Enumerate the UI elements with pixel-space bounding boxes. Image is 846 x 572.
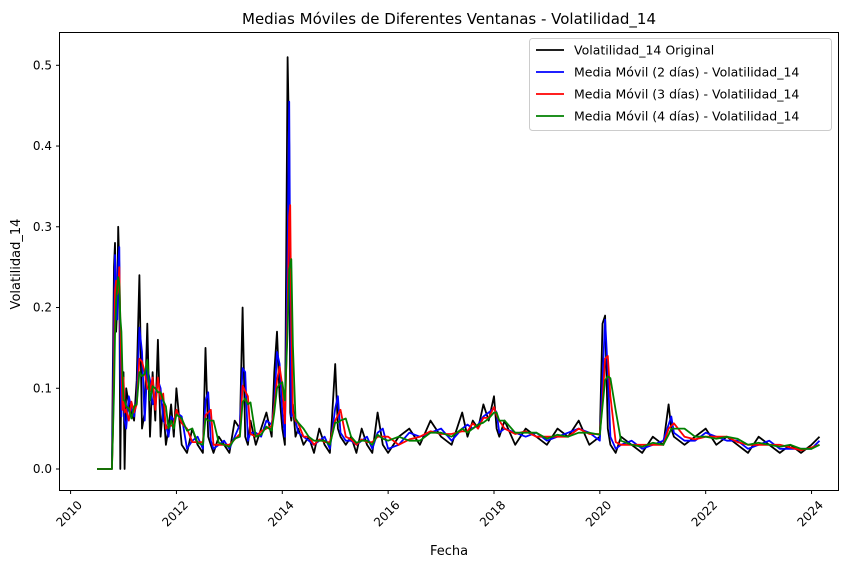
series-line-1	[97, 56, 821, 470]
legend-label: Media Móvil (3 días) - Volatilidad_14	[574, 87, 799, 102]
y-tick-label: 0.2	[33, 301, 52, 315]
y-axis-label: Volatilidad_14	[9, 219, 24, 310]
chart-title: Medias Móviles de Diferentes Ventanas - …	[242, 10, 656, 29]
plot-frame	[59, 32, 839, 491]
series-lines	[97, 56, 821, 470]
y-tick-label: 0.5	[33, 58, 52, 72]
legend-box	[529, 38, 832, 131]
legend: Volatilidad_14 Original Media Móvil (2 dí…	[529, 38, 832, 131]
y-tick-label: 0.1	[33, 381, 52, 395]
series-line-4	[97, 258, 820, 470]
series-line-2	[97, 100, 821, 470]
y-axis: 0.0 0.1 0.2 0.3 0.4 0.5	[33, 58, 60, 476]
x-axis-label: Fecha	[430, 544, 468, 559]
y-tick-label: 0.3	[33, 220, 52, 234]
legend-label: Volatilidad_14 Original	[574, 43, 714, 58]
legend-label: Media Móvil (2 días) - Volatilidad_14	[574, 65, 799, 80]
y-tick-label: 0.0	[33, 462, 52, 476]
y-tick-label: 0.4	[33, 139, 52, 153]
legend-label: Media Móvil (4 días) - Volatilidad_14	[574, 109, 799, 124]
